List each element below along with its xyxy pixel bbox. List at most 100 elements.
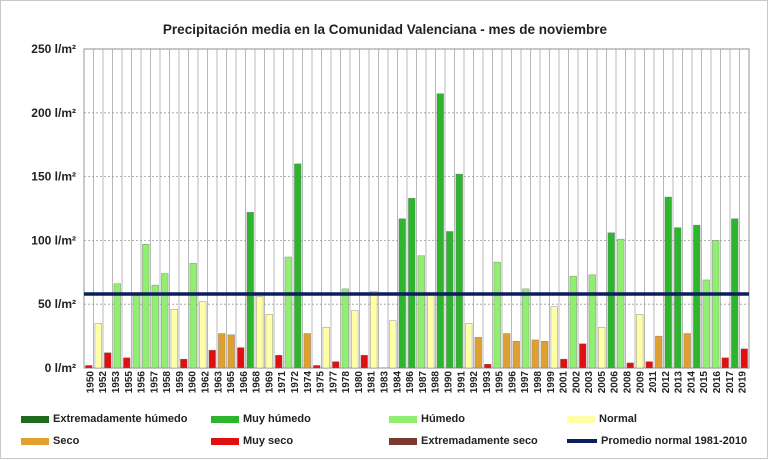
x-tick-label: 1972 bbox=[290, 371, 301, 394]
bar-1975 bbox=[322, 326, 330, 369]
bar-2002 bbox=[579, 343, 587, 369]
bar-2003 bbox=[588, 274, 596, 369]
legend-swatch bbox=[211, 437, 239, 445]
legend-label: Muy seco bbox=[243, 435, 294, 447]
bar-1999 bbox=[550, 306, 558, 369]
bar-1961 bbox=[189, 263, 197, 369]
x-tick-label: 1955 bbox=[124, 371, 135, 394]
bar-2012 bbox=[674, 227, 682, 369]
x-tick-label: 1959 bbox=[175, 371, 186, 394]
x-tick-label: 2012 bbox=[661, 371, 672, 394]
x-tick-label: 1971 bbox=[277, 371, 288, 394]
bar-1998 bbox=[541, 341, 549, 369]
x-tick-label: 1986 bbox=[405, 371, 416, 394]
x-tick-label: 2015 bbox=[699, 371, 710, 394]
legend-label: Normal bbox=[599, 413, 637, 425]
legend-item-humedo: Húmedo bbox=[389, 413, 465, 425]
bar-2000 bbox=[560, 358, 568, 369]
x-tick-label: 1966 bbox=[239, 371, 250, 394]
bar-2015 bbox=[702, 279, 710, 369]
bar-1958 bbox=[161, 273, 169, 369]
bar-2010 bbox=[655, 335, 663, 369]
legend-item-extremadamente-humedo: Extremadamente húmedo bbox=[21, 413, 187, 425]
x-tick-label: 1980 bbox=[354, 371, 365, 394]
legend-swatch bbox=[389, 437, 417, 445]
legend-swatch bbox=[211, 415, 239, 423]
x-tick-label: 2017 bbox=[725, 371, 736, 394]
x-tick-label: 1988 bbox=[431, 371, 442, 394]
legend-item-reference-line: Promedio normal 1981-2010 bbox=[567, 435, 747, 447]
bar-1990 bbox=[465, 323, 473, 369]
bar-1988 bbox=[446, 231, 454, 369]
bar-1952 bbox=[104, 352, 112, 369]
legend-swatch bbox=[21, 437, 49, 445]
bar-1980 bbox=[370, 291, 378, 369]
x-tick-label: 1975 bbox=[316, 371, 327, 394]
x-tick-label: 1983 bbox=[380, 371, 391, 394]
legend-label: Extremadamente seco bbox=[421, 435, 538, 447]
x-tick-label: 1958 bbox=[162, 371, 173, 394]
x-tick-label: 1969 bbox=[264, 371, 275, 394]
x-tick-label: 1956 bbox=[137, 371, 148, 394]
bar-1965 bbox=[227, 334, 235, 369]
x-tick-label: 2014 bbox=[687, 371, 698, 394]
x-tick-label: 2011 bbox=[648, 371, 659, 393]
x-tick-label: 1996 bbox=[507, 371, 518, 394]
x-tick-label: 2003 bbox=[584, 371, 595, 394]
x-tick-label: 1968 bbox=[252, 371, 263, 394]
bar-1950 bbox=[85, 365, 93, 369]
bar-2014 bbox=[693, 224, 701, 369]
y-axis: 0 l/m² 50 l/m² 100 l/m² 150 l/m² 200 l/m² 250… bbox=[31, 42, 76, 375]
bar-1976 bbox=[332, 361, 340, 369]
legend-item-seco: Seco bbox=[21, 435, 79, 447]
bar-1970 bbox=[275, 355, 283, 369]
legend-label: Húmedo bbox=[421, 413, 465, 425]
bar-2001 bbox=[569, 275, 577, 369]
x-tick-label: 1997 bbox=[520, 371, 531, 394]
x-tick-label: 1950 bbox=[85, 371, 96, 394]
x-tick-label: 2001 bbox=[559, 371, 570, 394]
x-tick-label: 1965 bbox=[226, 371, 237, 394]
bar-1966 bbox=[237, 347, 245, 369]
x-tick-label: 1962 bbox=[201, 371, 212, 394]
x-tick-label: 1998 bbox=[533, 371, 544, 394]
x-tick-label: 1981 bbox=[367, 371, 378, 394]
x-tick-label: 1957 bbox=[149, 371, 160, 394]
x-tick-label: 1992 bbox=[469, 371, 480, 394]
legend-label: Extremadamente húmedo bbox=[53, 413, 188, 425]
bar-1959 bbox=[170, 309, 178, 369]
x-tick-label: 1991 bbox=[456, 371, 467, 394]
bar-2009 bbox=[645, 361, 653, 369]
bar-1955 bbox=[132, 292, 140, 369]
bar-2013 bbox=[683, 333, 691, 369]
bar-1967 bbox=[246, 212, 254, 369]
bar-2008 bbox=[636, 314, 644, 369]
x-tick-label: 1978 bbox=[341, 371, 352, 394]
x-tick-label: 1999 bbox=[546, 371, 557, 394]
x-tick-label: 1987 bbox=[418, 371, 429, 394]
x-tick-label: 2005 bbox=[597, 371, 608, 394]
bar-1951 bbox=[94, 323, 102, 369]
bar-2019 bbox=[740, 348, 748, 369]
legend-swatch bbox=[567, 415, 595, 423]
bar-1989 bbox=[455, 173, 463, 369]
x-tick-label: 1960 bbox=[188, 371, 199, 394]
bar-2011 bbox=[664, 196, 672, 369]
y-tick-label: 150 l/m² bbox=[31, 170, 76, 184]
x-tick-label: 1990 bbox=[444, 371, 455, 394]
legend-swatch bbox=[567, 439, 597, 443]
bar-1969 bbox=[265, 314, 273, 369]
legend-item-normal: Normal bbox=[567, 413, 637, 425]
x-tick-label: 1963 bbox=[213, 371, 224, 394]
bar-1985 bbox=[417, 255, 425, 369]
y-tick-label: 200 l/m² bbox=[31, 106, 76, 120]
bar-2005 bbox=[607, 232, 615, 369]
y-tick-label: 0 l/m² bbox=[45, 361, 76, 375]
bar-1953 bbox=[113, 283, 121, 369]
bar-1973 bbox=[303, 333, 311, 369]
bar-1996 bbox=[522, 288, 530, 369]
bar-1993 bbox=[493, 261, 501, 369]
grid bbox=[83, 48, 750, 369]
bar-1984 bbox=[408, 198, 416, 369]
